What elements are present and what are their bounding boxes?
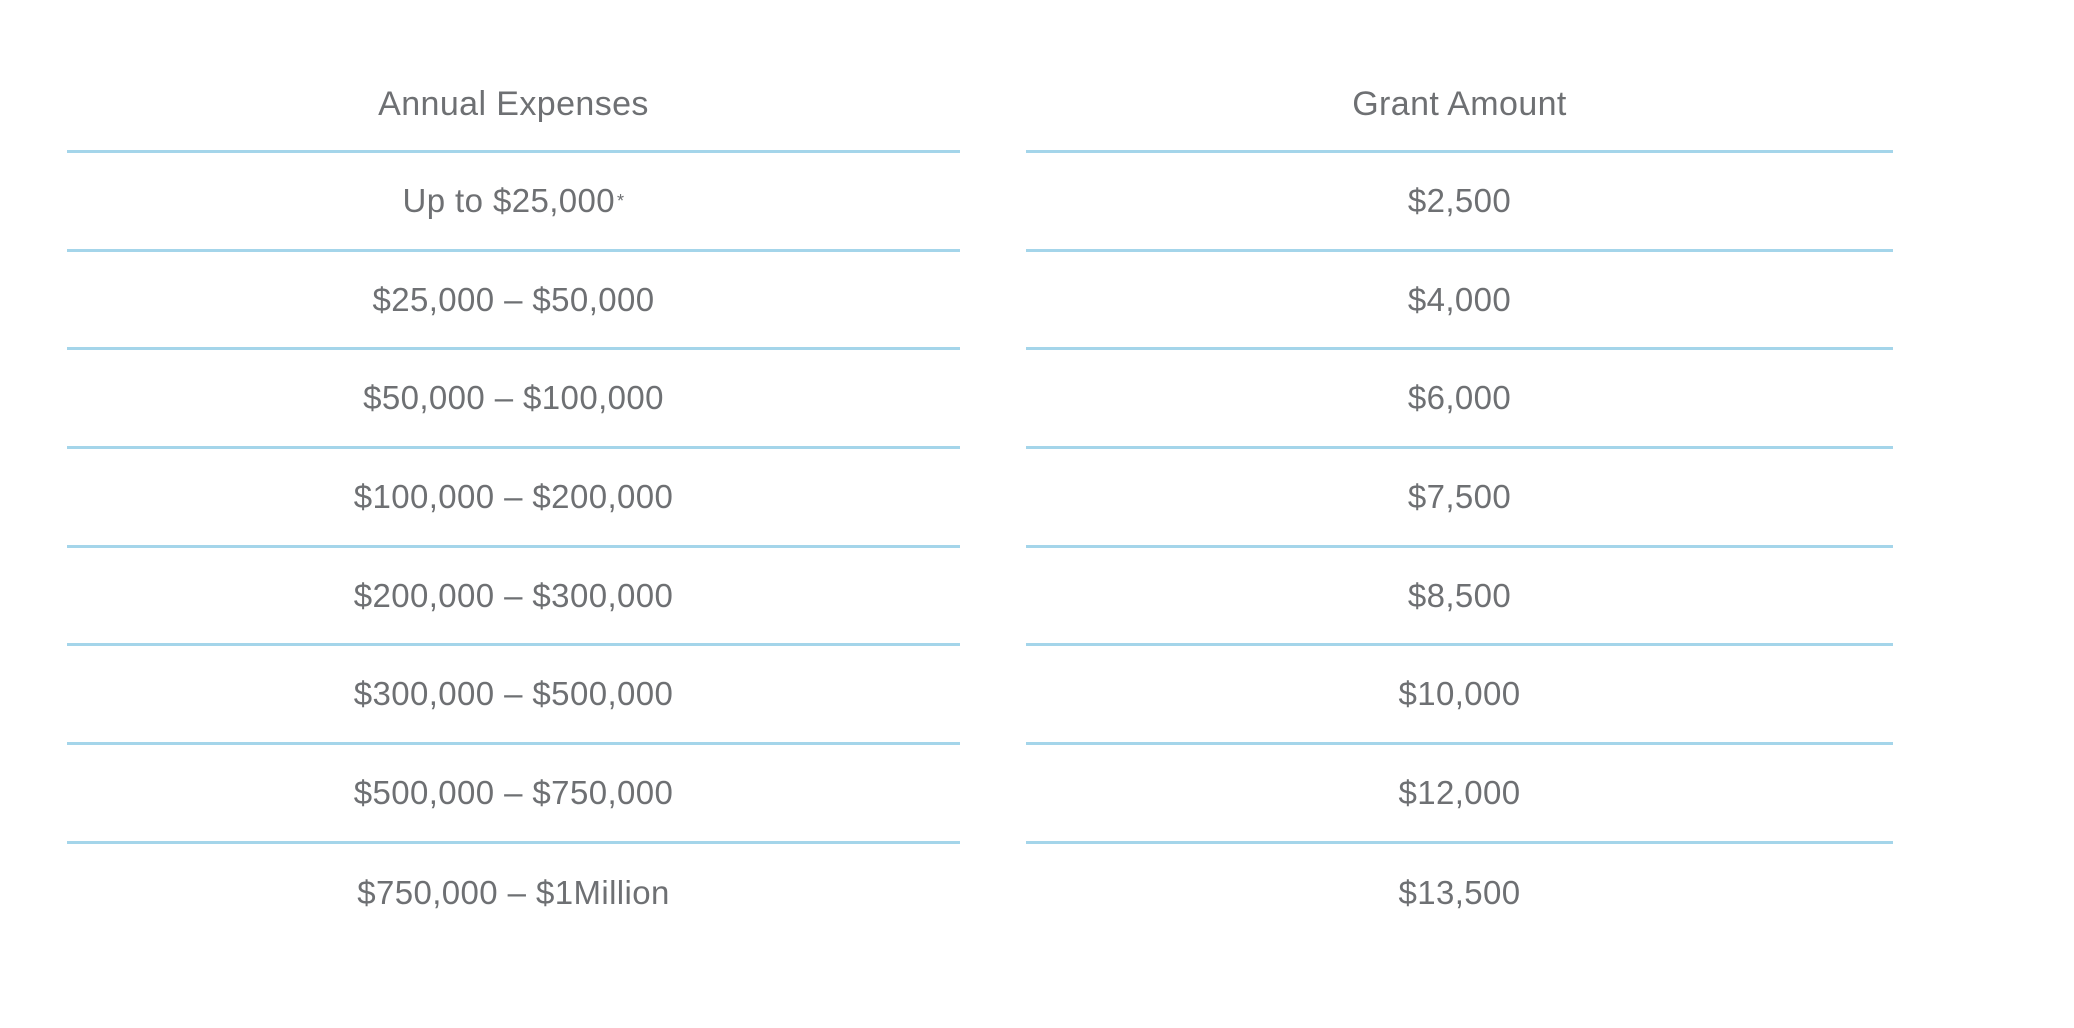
- table-cell-expenses-row4: $200,000 – $300,000: [67, 548, 960, 647]
- table-cell-grant-row2: $6,000: [1026, 350, 1893, 450]
- table-cell-grant-row5: $10,000: [1026, 646, 1893, 746]
- column-grant-amount: Grant Amount $2,500 $4,000 $6,000 $7,500…: [1026, 59, 1893, 943]
- table-cell-expenses-row5: $300,000 – $500,000: [67, 646, 960, 746]
- table-cell-grant-row1: $4,000: [1026, 252, 1893, 351]
- grant-table: Annual Expenses Up to $25,000 * $25,000 –…: [67, 59, 1893, 943]
- table-cell-grant-row0: $2,500: [1026, 153, 1893, 252]
- table-cell-grant-row6: $12,000: [1026, 745, 1893, 844]
- expenses-value: Up to $25,000: [402, 181, 616, 219]
- table-cell-grant-row7: $13,500: [1398, 874, 1521, 912]
- table-cell-grant-row3: $7,500: [1026, 449, 1893, 548]
- table-cell-expenses-row3: $100,000 – $200,000: [67, 449, 960, 548]
- column-header-annual-expenses: Annual Expenses: [67, 59, 960, 153]
- table-cell-expenses-row0: Up to $25,000 *: [67, 153, 960, 252]
- table-cell-grant-row4: $8,500: [1026, 548, 1893, 647]
- table-cell-expenses-row1: $25,000 – $50,000: [67, 252, 960, 351]
- column-annual-expenses: Annual Expenses Up to $25,000 * $25,000 –…: [67, 59, 960, 943]
- table-cell-expenses-row6: $500,000 – $750,000: [67, 745, 960, 844]
- table-cell-expenses-row7: $750,000 – $1Million: [357, 874, 670, 912]
- table-cell-expenses-row2: $50,000 – $100,000: [67, 350, 960, 450]
- column-header-grant-amount: Grant Amount: [1026, 59, 1893, 153]
